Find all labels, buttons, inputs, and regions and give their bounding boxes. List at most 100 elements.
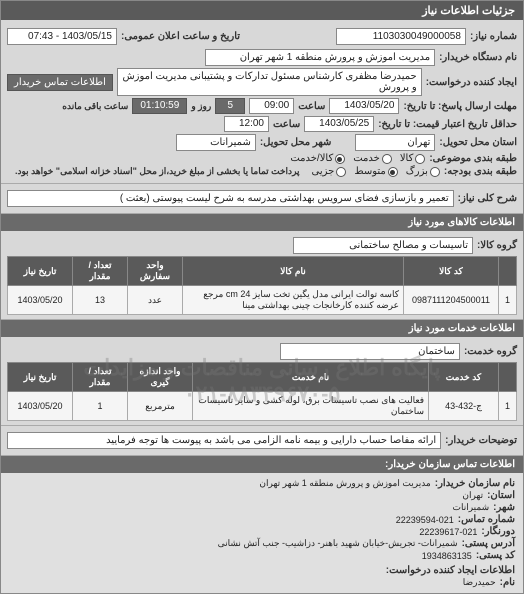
delivery-province-label: استان محل تحویل:: [439, 137, 517, 148]
goods-table: کد کالا نام کالا واحد سفارش تعداد / مقدا…: [7, 256, 517, 315]
scol-unit: واحد اندازه گیری: [128, 363, 193, 392]
c-province: تهران: [462, 490, 483, 501]
radio-both-label: کالا/خدمت: [290, 153, 333, 164]
creator-section-label: اطلاعات ایجاد کننده درخواست:: [9, 565, 515, 576]
goods-group-value: تاسیسات و مصالح ساختمانی: [293, 237, 473, 254]
radio-high-label: بزرگ: [406, 166, 428, 177]
scell-unit: مترمربع: [128, 392, 193, 421]
need-title-label: شرح کلی نیاز:: [458, 193, 517, 204]
buyer-note-label: توضیحات خریدار:: [445, 435, 517, 446]
col-name: نام کالا: [183, 257, 404, 286]
radio-goods-label: کالا: [400, 153, 414, 164]
budget-radios: بزرگ متوسط جزیی: [312, 166, 440, 177]
scol-date: تاریخ نیاز: [8, 363, 73, 392]
c-city-label: شهر:: [493, 502, 515, 513]
remaining-suffix: ساعت باقی مانده: [62, 101, 128, 112]
c-phone-label: شماره تماس:: [458, 514, 515, 525]
group-subj-label: طبقه بندی موضوعی:: [429, 153, 517, 164]
c-postal-label: آدرس پستی:: [462, 538, 515, 549]
delivery-province-value: تهران: [355, 134, 435, 151]
cell-qty: 13: [73, 286, 128, 315]
req-no-value: 1103030049000058: [336, 28, 466, 45]
validity-date-value: 1403/05/25: [304, 116, 374, 132]
col-idx: [499, 257, 517, 286]
buyer-org-value: مدیریت اموزش و پرورش منطقه 1 شهر تهران: [205, 49, 435, 66]
scell-idx: 1: [499, 392, 517, 421]
goods-group-label: گروه کالا:: [477, 240, 517, 251]
reply-date-value: 1403/05/20: [329, 98, 399, 114]
validity-time-value: 12:00: [224, 116, 269, 132]
scol-code: کد خدمت: [429, 363, 499, 392]
services-group-label: گروه خدمت:: [464, 346, 517, 357]
scell-qty: 1: [73, 392, 128, 421]
c-fax: 22239617-021: [419, 527, 477, 537]
radio-goods[interactable]: کالا: [400, 153, 426, 164]
services-section: پایگاه اطلاع رسانی مناقصات و مزایدات ۰۲۱…: [1, 337, 523, 426]
cell-unit: عدد: [128, 286, 183, 315]
remaining-time: 01:10:59: [132, 98, 187, 114]
radio-low-label: جزیی: [312, 166, 335, 177]
services-group-value: ساختمان: [280, 343, 460, 360]
col-unit: واحد سفارش: [128, 257, 183, 286]
radio-mid-label: متوسط: [354, 166, 385, 177]
goods-section: گروه کالا: تاسیسات و مصالح ساختمانی کد ک…: [1, 231, 523, 320]
c-org-label: نام سازمان خریدار:: [435, 478, 515, 489]
announce-value: 1403/05/15 - 07:43: [7, 28, 117, 45]
c-postal: شمیرانات- تجریش-خیابان شهید باهنر- دزاشی…: [218, 538, 458, 549]
c-city: شمیرانات: [453, 502, 490, 513]
goods-table-header: کد کالا نام کالا واحد سفارش تعداد / مقدا…: [8, 257, 517, 286]
requester-value: حمیدرضا مظفری کارشناس مسئول تدارکات و پش…: [117, 68, 422, 96]
c-province-label: استان:: [487, 490, 515, 501]
need-title-value: تعمیر و بازسازی فضای سرویس بهداشتی مدرسه…: [7, 190, 454, 207]
scell-code: ج-432-43: [429, 392, 499, 421]
details-panel: جزئیات اطلاعات نیاز شماره نیاز: 11030300…: [0, 0, 524, 594]
delivery-city-value: شمیرانات: [176, 134, 256, 151]
services-section-title: اطلاعات خدمات مورد نیاز: [1, 320, 523, 337]
group-subj-radios: کالا خدمت کالا/خدمت: [290, 153, 425, 164]
radio-mid[interactable]: متوسط: [354, 166, 397, 177]
need-title-section: شرح کلی نیاز: تعمیر و بازسازی فضای سرویس…: [1, 184, 523, 214]
remaining-days: 5: [215, 98, 245, 114]
goods-section-title: اطلاعات کالاهای مورد نیاز: [1, 214, 523, 231]
announce-label: تاریخ و ساعت اعلان عمومی:: [121, 31, 240, 42]
col-code: کد کالا: [404, 257, 499, 286]
radio-high[interactable]: بزرگ: [406, 166, 440, 177]
reply-deadline-label: مهلت ارسال پاسخ: تا تاریخ:: [403, 101, 517, 112]
req-no-label: شماره نیاز:: [470, 31, 517, 42]
buyer-note-section: توضیحات خریدار: ارائه مفاصا حساب دارایی …: [1, 426, 523, 456]
remaining-days-label: روز و: [191, 101, 211, 112]
panel-title: جزئیات اطلاعات نیاز: [1, 1, 523, 20]
payment-note: پرداخت تماما یا بخشی از مبلغ خرید،از محل…: [15, 166, 300, 177]
reply-time-value: 09:00: [249, 98, 294, 114]
buyer-org-label: نام دستگاه خریدار:: [439, 52, 517, 63]
goods-table-row: 1 0987111204500011 کاسه توالت ایرانی مدل…: [8, 286, 517, 315]
buyer-contact-button[interactable]: اطلاعات تماس خریدار: [7, 74, 113, 91]
cell-name: کاسه توالت ایرانی مدل یگین تخت سایز 24 c…: [183, 286, 404, 315]
cell-date: 1403/05/20: [8, 286, 73, 315]
validity-time-label: ساعت: [273, 119, 300, 130]
scell-name: فعالیت های نصب تاسیسات برق، لوله کشی و س…: [193, 392, 429, 421]
reply-time-label: ساعت: [298, 101, 325, 112]
radio-low[interactable]: جزیی: [312, 166, 347, 177]
scol-idx: [499, 363, 517, 392]
validity-label: حداقل تاریخ اعتبار قیمت: تا تاریخ:: [378, 119, 517, 130]
creator-name-label: نام:: [500, 577, 515, 588]
requester-label: ایجاد کننده درخواست:: [426, 77, 517, 88]
radio-service-label: خدمت: [353, 153, 380, 164]
radio-both[interactable]: کالا/خدمت: [290, 153, 345, 164]
col-qty: تعداد / مقدار: [73, 257, 128, 286]
col-date: تاریخ نیاز: [8, 257, 73, 286]
scol-name: نام خدمت: [193, 363, 429, 392]
c-postcode-label: کد پستی:: [476, 550, 515, 561]
creator-name: حمیدرضا: [463, 577, 496, 588]
c-fax-label: دورنگار:: [481, 526, 515, 537]
scell-date: 1403/05/20: [8, 392, 73, 421]
c-phone: 22239594-021: [396, 515, 454, 525]
delivery-city-label: شهر محل تحویل:: [260, 137, 332, 148]
c-org: مدیریت اموزش و پرورش منطقه 1 شهر تهران: [259, 478, 430, 489]
radio-service[interactable]: خدمت: [353, 153, 392, 164]
contact-section-title: اطلاعات تماس سازمان خریدار:: [1, 456, 523, 473]
top-section: شماره نیاز: 1103030049000058 تاریخ و ساع…: [1, 20, 523, 184]
services-table: کد خدمت نام خدمت واحد اندازه گیری تعداد …: [7, 362, 517, 421]
cell-code: 0987111204500011: [404, 286, 499, 315]
